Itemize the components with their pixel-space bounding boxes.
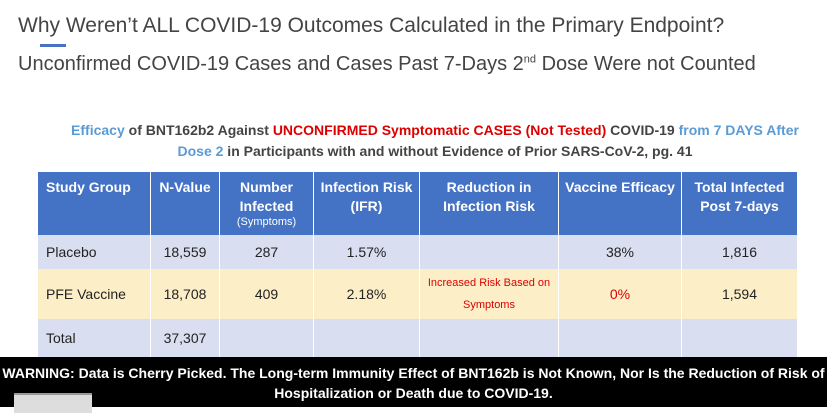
cell: 38% bbox=[558, 235, 682, 269]
cell bbox=[419, 319, 559, 357]
cell: 1,594 bbox=[681, 269, 798, 319]
table-header-row: Study Group N-Value Number Infected (Symp… bbox=[38, 172, 798, 235]
cell: 1,816 bbox=[681, 235, 798, 269]
cell: 37,307 bbox=[150, 319, 220, 357]
title-underline bbox=[40, 44, 66, 47]
header-number-infected: Number Infected (Symptoms) bbox=[219, 172, 314, 235]
cell: 0% bbox=[558, 269, 682, 319]
header-study-group: Study Group bbox=[38, 172, 151, 235]
header-vaccine-efficacy: Vaccine Efficacy bbox=[558, 172, 682, 235]
cell: Placebo bbox=[38, 235, 151, 269]
cell: 409 bbox=[219, 269, 314, 319]
cell: 18,559 bbox=[150, 235, 220, 269]
cell bbox=[313, 319, 420, 357]
logo bbox=[14, 393, 92, 413]
table-row: Total 37,307 bbox=[38, 319, 798, 357]
header-n-value: N-Value bbox=[150, 172, 220, 235]
warning-banner: WARNING: Data is Cherry Picked. The Long… bbox=[0, 357, 827, 407]
cell bbox=[558, 319, 682, 357]
table-row: Placebo 18,559 287 1.57% 38% 1,816 bbox=[38, 235, 798, 269]
cell: Total bbox=[38, 319, 151, 357]
cell: 287 bbox=[219, 235, 314, 269]
cell: 18,708 bbox=[150, 269, 220, 319]
cell bbox=[219, 319, 314, 357]
cell: PFE Vaccine bbox=[38, 269, 151, 319]
cell: Increased Risk Based on Symptoms bbox=[419, 269, 559, 319]
cell bbox=[419, 235, 559, 269]
header-total-infected: Total Infected Post 7-days bbox=[681, 172, 798, 235]
cell: 1.57% bbox=[313, 235, 420, 269]
header-infection-risk: Infection Risk (IFR) bbox=[313, 172, 420, 235]
cell: 2.18% bbox=[313, 269, 420, 319]
efficacy-table: Study Group N-Value Number Infected (Symp… bbox=[38, 172, 798, 357]
header-reduction: Reduction in Infection Risk bbox=[419, 172, 559, 235]
table-caption: Efficacy of BNT162b2 Against UNCONFIRMED… bbox=[71, 122, 799, 159]
slide-subtitle: Unconfirmed COVID-19 Cases and Cases Pas… bbox=[18, 53, 756, 75]
cell bbox=[681, 319, 798, 357]
table-row: PFE Vaccine 18,708 409 2.18% Increased Risk … bbox=[38, 269, 798, 319]
slide-title: Why Weren’t ALL COVID-19 Outcomes Calcul… bbox=[18, 14, 725, 37]
